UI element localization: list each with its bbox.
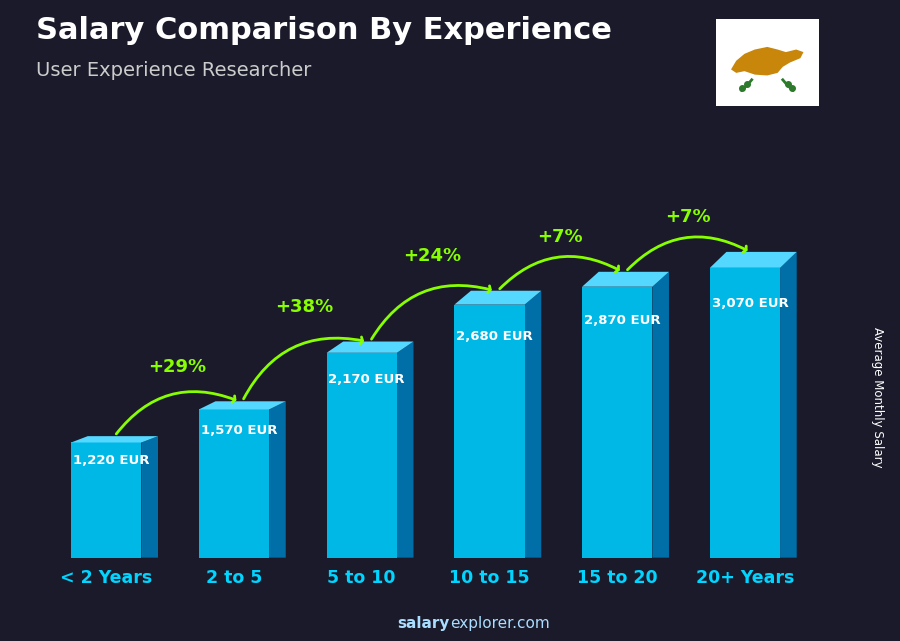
Polygon shape <box>327 353 397 558</box>
Text: 2,170 EUR: 2,170 EUR <box>328 373 405 387</box>
Text: +7%: +7% <box>537 228 583 246</box>
Polygon shape <box>199 410 269 558</box>
Polygon shape <box>582 272 669 287</box>
Text: 1,570 EUR: 1,570 EUR <box>201 424 277 437</box>
Polygon shape <box>71 436 158 442</box>
Polygon shape <box>71 442 141 558</box>
Polygon shape <box>141 436 158 558</box>
Text: Salary Comparison By Experience: Salary Comparison By Experience <box>36 16 612 45</box>
Polygon shape <box>327 342 413 353</box>
Text: +7%: +7% <box>665 208 711 226</box>
Polygon shape <box>652 272 669 558</box>
Text: 2,680 EUR: 2,680 EUR <box>456 330 533 343</box>
Polygon shape <box>710 268 780 558</box>
Text: 3,070 EUR: 3,070 EUR <box>712 297 788 310</box>
Polygon shape <box>582 287 652 558</box>
Text: 1,220 EUR: 1,220 EUR <box>73 454 149 467</box>
Text: User Experience Researcher: User Experience Researcher <box>36 61 311 80</box>
Text: +29%: +29% <box>148 358 206 376</box>
Polygon shape <box>731 47 804 76</box>
Text: +24%: +24% <box>403 247 462 265</box>
Polygon shape <box>269 401 285 558</box>
Polygon shape <box>454 291 541 304</box>
Text: explorer.com: explorer.com <box>450 617 550 631</box>
Text: 2,870 EUR: 2,870 EUR <box>584 314 661 327</box>
Text: +38%: +38% <box>275 298 334 316</box>
Polygon shape <box>397 342 413 558</box>
Polygon shape <box>454 304 525 558</box>
Polygon shape <box>710 252 796 268</box>
Polygon shape <box>199 401 285 410</box>
Polygon shape <box>780 252 796 558</box>
Text: Average Monthly Salary: Average Monthly Salary <box>871 327 884 468</box>
Text: salary: salary <box>398 617 450 631</box>
Polygon shape <box>525 291 541 558</box>
